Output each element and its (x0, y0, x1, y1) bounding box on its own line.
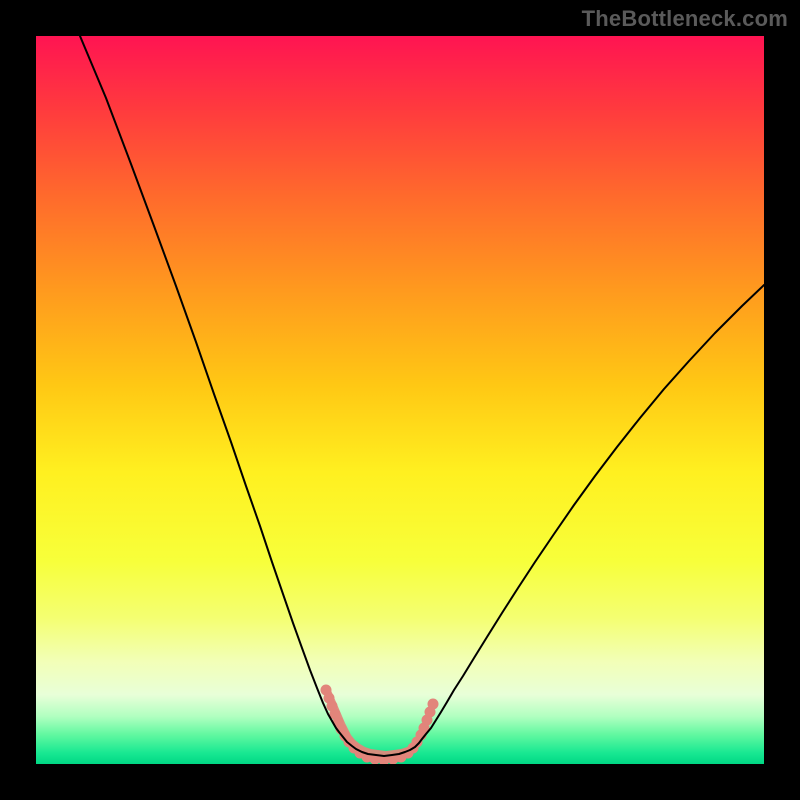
chart-overlay (36, 36, 764, 764)
plot-area (36, 36, 764, 764)
bottleneck-curve (80, 36, 764, 756)
chart-frame: TheBottleneck.com (0, 0, 800, 800)
watermark-text: TheBottleneck.com (582, 6, 788, 32)
